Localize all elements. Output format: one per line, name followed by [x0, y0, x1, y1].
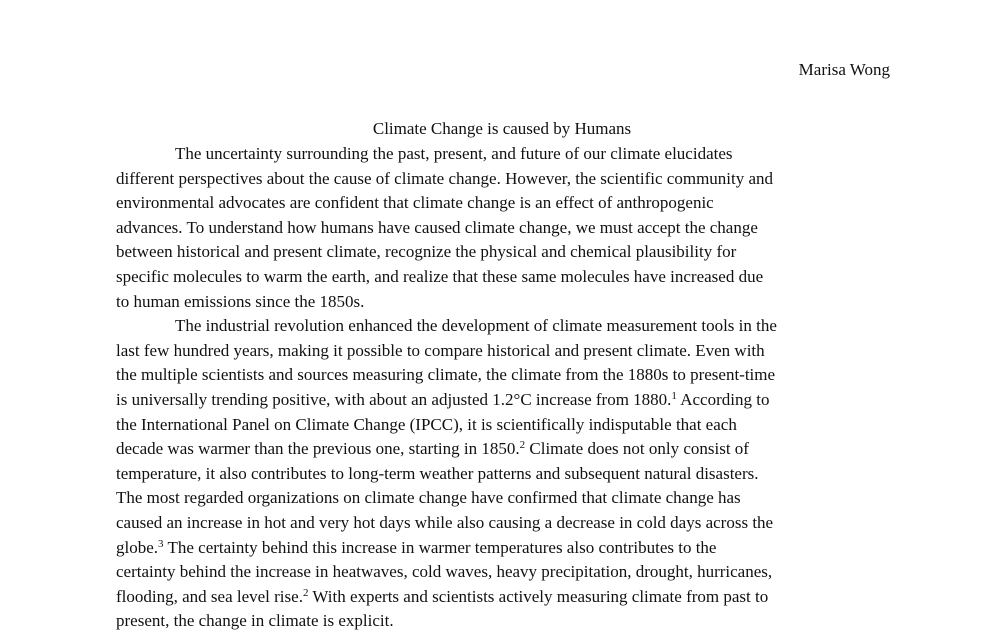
text-line: the multiple scientists and sources meas…: [116, 365, 776, 385]
paragraph-1: The uncertainty surrounding the past, pr…: [116, 142, 896, 314]
text-line: temperature, it also contributes to long…: [116, 463, 759, 483]
text-segment: With experts and scientists actively mea…: [308, 586, 769, 606]
text-segment: is universally trending positive, with a…: [116, 389, 672, 409]
text-segment: Climate does not only consist of: [525, 439, 749, 459]
text-line: caused an increase in hot and very hot d…: [116, 512, 774, 532]
text-line: globe.3 The certainty behind this increa…: [116, 536, 896, 561]
text-line: between historical and present climate, …: [116, 242, 737, 262]
text-line: The industrial revolution enhanced the d…: [175, 316, 777, 336]
text-line: specific molecules to warm the earth, an…: [116, 266, 764, 286]
text-line: last few hundred years, making it possib…: [116, 340, 765, 360]
text-line: certainty behind the increase in heatwav…: [116, 562, 773, 582]
paragraph-2: The industrial revolution enhanced the d…: [116, 314, 896, 634]
document-body: The uncertainty surrounding the past, pr…: [116, 142, 896, 634]
text-segment: flooding, and sea level rise.: [116, 586, 303, 606]
text-line: environmental advocates are confident th…: [116, 193, 714, 213]
footnote-reference: 2: [519, 439, 526, 452]
text-segment: The certainty behind this increase in wa…: [163, 537, 717, 557]
text-line: present, the change in climate is explic…: [116, 611, 394, 631]
text-line: flooding, and sea level rise.2 With expe…: [116, 585, 896, 610]
text-line: is universally trending positive, with a…: [116, 388, 896, 413]
text-segment: According to: [676, 389, 770, 409]
text-line: the International Panel on Climate Chang…: [116, 414, 737, 434]
text-segment: decade was warmer than the previous one,…: [116, 439, 520, 459]
text-line: The uncertainty surrounding the past, pr…: [175, 144, 733, 163]
text-segment: globe.: [116, 537, 159, 557]
document-title: Climate Change is caused by Humans: [372, 119, 632, 138]
footnote-reference: 3: [158, 537, 164, 550]
footnote-reference: 2: [302, 586, 309, 599]
text-line: different perspectives about the cause o…: [116, 168, 774, 188]
footnote-reference: 1: [671, 389, 677, 402]
text-line: decade was warmer than the previous one,…: [116, 437, 896, 462]
text-line: advances. To understand how humans have …: [116, 217, 758, 237]
text-line: to human emissions since the 1850s.: [116, 291, 365, 311]
text-line: The most regarded organizations on clima…: [116, 488, 741, 508]
author-name: Marisa Wong: [798, 60, 890, 79]
